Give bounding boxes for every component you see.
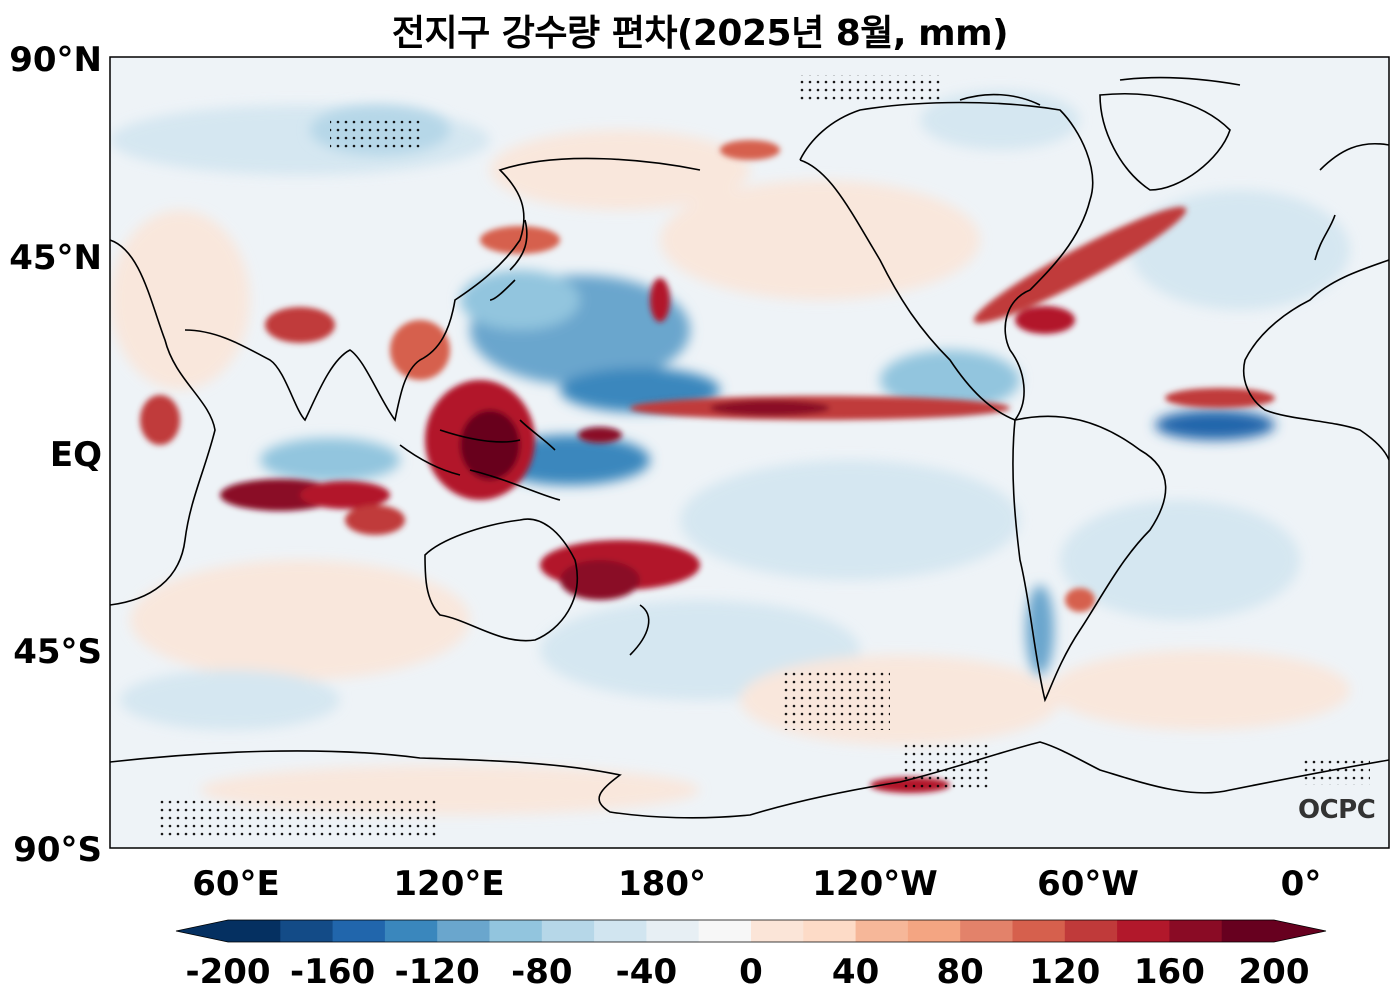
colorbar-tick-label: -80 (511, 952, 573, 992)
colorbar-segment (960, 920, 1013, 942)
colorbar-tick-label: 40 (831, 952, 880, 992)
lon-label-60e: 60°E (192, 864, 280, 904)
coastlines (110, 76, 1389, 819)
colorbar-tick-label: -120 (394, 952, 480, 992)
colorbar-segment (751, 920, 804, 942)
colorbar-segment (489, 920, 543, 942)
colorbar-tick-label: 80 (936, 952, 984, 992)
colorbar-tick-label: -40 (615, 952, 678, 992)
colorbar-segment (541, 920, 595, 942)
colorbar-tick-label: -200 (185, 952, 271, 992)
colorbar-tick-label: 0 (739, 952, 763, 992)
colorbar-segment (698, 920, 752, 942)
colorbar-tick-label: 120 (1029, 952, 1101, 992)
chart-title: 전지구 강수량 편차(2025년 8월, mm) (391, 13, 1009, 54)
lon-label-0: 0° (1280, 864, 1322, 904)
colorbar-segment (332, 920, 386, 942)
colorbar-segment (384, 920, 438, 942)
lat-label-45n: 45°N (9, 238, 102, 278)
colorbar-tick-label: -160 (290, 952, 376, 992)
colorbar-segment (1117, 920, 1170, 942)
colorbar-segment (1064, 920, 1118, 942)
ocpc-logo: OCPC (1298, 795, 1376, 825)
lat-label-90n: 90°N (9, 40, 102, 80)
map-field (110, 57, 1389, 848)
lon-label-120w: 120°W (812, 864, 938, 904)
lat-label-45s: 45°S (13, 632, 102, 672)
colorbar-segment (437, 920, 490, 942)
lat-label-eq: EQ (49, 435, 102, 475)
colorbar-segment (907, 920, 961, 942)
colorbar-segment (1169, 920, 1223, 942)
colorbar-segment (228, 920, 281, 942)
map-frame (109, 56, 1390, 849)
colorbar-segment (803, 920, 857, 942)
colorbar-segment (855, 920, 909, 942)
colorbar-tick-label: 200 (1238, 952, 1310, 992)
lat-label-90s: 90°S (13, 830, 102, 870)
colorbar-segment (646, 920, 700, 942)
colorbar-extend-min (176, 920, 228, 942)
colorbar-segment (280, 920, 334, 942)
lon-label-180: 180° (618, 864, 706, 904)
colorbar-outline (175, 919, 1327, 943)
colorbar-extend-max (1274, 920, 1326, 942)
colorbar-segment (1221, 920, 1275, 942)
lon-label-120e: 120°E (393, 864, 505, 904)
colorbar-tick-label: 160 (1133, 952, 1205, 992)
colorbar (175, 919, 1327, 943)
lon-label-60w: 60°W (1037, 864, 1139, 904)
colorbar-segment (594, 920, 647, 942)
colorbar-segment (1012, 920, 1066, 942)
